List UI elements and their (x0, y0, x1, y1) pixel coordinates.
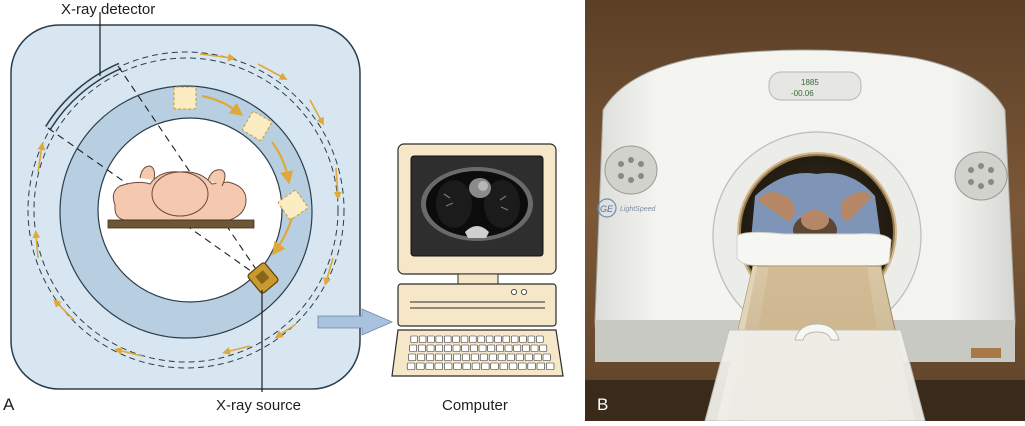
keyboard-key (427, 335, 435, 343)
keyboard-key (418, 335, 427, 343)
keyboard-key (522, 344, 530, 352)
keyboard-key (435, 344, 444, 352)
keyboard-key (416, 362, 425, 370)
keyboard-key (536, 335, 544, 343)
keyboard-key (460, 335, 469, 343)
keyboard-key (406, 362, 416, 370)
xray-beam-lines (47, 65, 263, 279)
keyboard-key (518, 362, 527, 370)
keyboard-key (434, 353, 443, 361)
keyboard-key (504, 344, 513, 352)
detector-label: X-ray detector (61, 1, 155, 18)
xray-source (247, 262, 279, 294)
patient-table (107, 219, 255, 229)
keyboard-key (408, 353, 417, 361)
ct-schematic-svg: X-ray detector X-ray source A Computer (3, 1, 564, 414)
table-handle (794, 323, 840, 341)
keyboard-key (417, 353, 426, 361)
display-line-2: -00.06 (791, 89, 814, 98)
keyboard-key (469, 344, 478, 352)
keyboard-key (536, 362, 545, 370)
keyboard-key (519, 335, 527, 343)
keyboard-key (425, 362, 434, 370)
keyboard-key (527, 335, 536, 343)
keyboard-key (481, 362, 490, 370)
inner-rotation-arrows (201, 94, 294, 256)
computer (391, 143, 564, 377)
panel-a-letter: A (3, 395, 15, 414)
source-label: X-ray source (216, 397, 301, 414)
keyboard-key (478, 344, 487, 352)
keyboard-key (443, 335, 452, 343)
keyboard-key (513, 344, 522, 352)
panel-b-letter: B (597, 395, 608, 414)
outer-dashed-ring (27, 51, 345, 369)
data-flow-arrow (317, 308, 394, 336)
keyboard-key (461, 353, 470, 361)
keyboard-key (510, 335, 519, 343)
keyboard-key (485, 335, 494, 343)
keyboard-key (539, 344, 548, 352)
ct-schematic-panel: X-ray detector X-ray source A Computer (3, 1, 564, 414)
keyboard-key (435, 335, 443, 343)
keyboard-key (453, 362, 462, 370)
keyboard-key (487, 344, 496, 352)
display-line-1: 1885 (801, 78, 819, 87)
keyboard-key (496, 344, 504, 352)
keyboard-key (533, 353, 542, 361)
keyboard-key (426, 344, 435, 352)
keyboard-key (443, 362, 453, 370)
gantry-display (768, 71, 862, 101)
pillow (736, 231, 892, 267)
keyboard-key (469, 335, 477, 343)
right-control-panel (954, 151, 1008, 201)
patient (112, 165, 247, 221)
keyboard-key (506, 353, 515, 361)
keyboard-key (471, 362, 481, 370)
ct-scanner-photo-panel: 1885 -00.06 GE LightSpeed B (585, 0, 1025, 422)
left-control-panel (604, 145, 658, 195)
keyboard-key (479, 353, 488, 361)
keyboard-key (524, 353, 533, 361)
ct-scanner-photo-svg: 1885 -00.06 GE LightSpeed B (585, 0, 1025, 422)
keyboard-key (443, 353, 452, 361)
keyboard-key (545, 362, 555, 370)
keyboard-key (470, 353, 479, 361)
brand-logo-text: GE (600, 204, 614, 214)
computer-label: Computer (442, 397, 508, 414)
keyboard-key (417, 344, 426, 352)
outer-rotation-arrows (32, 53, 342, 357)
keyboard-key (410, 335, 418, 343)
keyboard-key (409, 344, 418, 352)
keyboard-key (490, 362, 499, 370)
keyboard-key (508, 362, 518, 370)
keyboard-key (530, 344, 539, 352)
keyboard-key (542, 353, 551, 361)
keyboard-key (443, 344, 452, 352)
keyboard-key (477, 335, 485, 343)
keyboard-key (527, 362, 536, 370)
keyboard-key (462, 362, 471, 370)
keyboard-key (515, 353, 524, 361)
model-name: LightSpeed (620, 206, 657, 213)
tube-positions (173, 86, 309, 221)
keyboard-key (434, 362, 443, 370)
keyboard-key (452, 353, 461, 361)
keyboard-key (426, 353, 435, 361)
ge-logo: GE (597, 198, 617, 218)
keyboard-key (452, 344, 461, 352)
keyboard-key (488, 353, 497, 361)
keyboard-key (452, 335, 460, 343)
keyboard-key (461, 344, 470, 352)
keyboard-key (499, 362, 508, 370)
keyboard-key (497, 353, 506, 361)
outer-dashed-ring-2 (33, 57, 339, 363)
keyboard-key (494, 335, 502, 343)
keyboard-key (502, 335, 510, 343)
